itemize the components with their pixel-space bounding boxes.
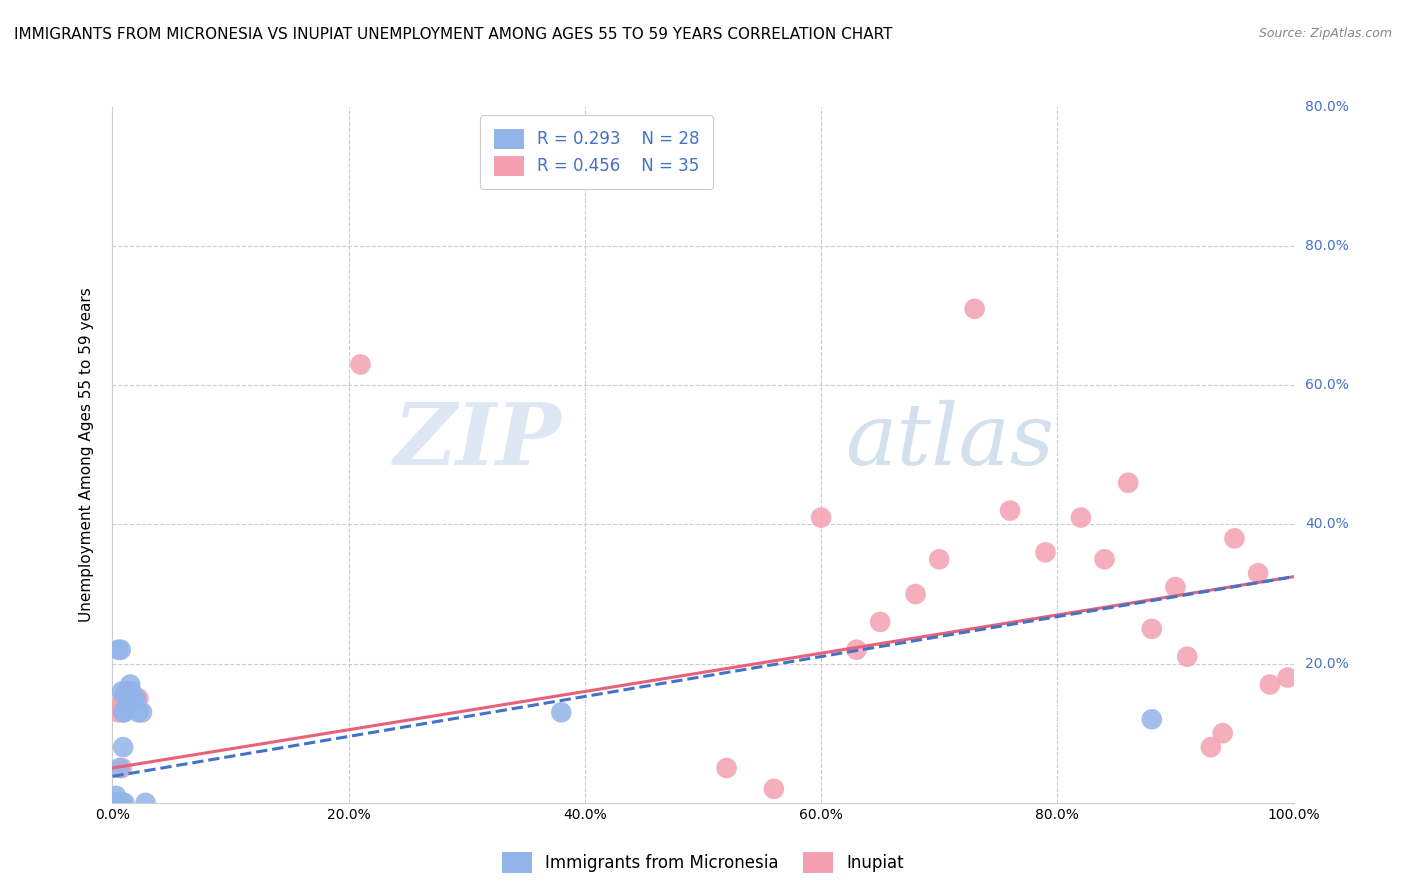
Point <box>112 706 135 720</box>
Y-axis label: Unemployment Among Ages 55 to 59 years: Unemployment Among Ages 55 to 59 years <box>79 287 94 623</box>
Point <box>112 796 135 810</box>
Point <box>111 684 134 698</box>
Point <box>108 796 131 810</box>
Point <box>998 503 1021 517</box>
Point <box>122 691 145 706</box>
Point <box>112 691 135 706</box>
Point <box>107 706 129 720</box>
Point <box>107 796 129 810</box>
Text: Source: ZipAtlas.com: Source: ZipAtlas.com <box>1258 27 1392 40</box>
Point <box>127 691 149 706</box>
Point <box>120 684 142 698</box>
Point <box>112 691 135 706</box>
Point <box>127 706 149 720</box>
Point <box>105 796 128 810</box>
Point <box>1035 545 1057 559</box>
Point <box>110 698 132 713</box>
Text: ZIP: ZIP <box>394 400 561 483</box>
Point <box>120 677 142 691</box>
Text: IMMIGRANTS FROM MICRONESIA VS INUPIAT UNEMPLOYMENT AMONG AGES 55 TO 59 YEARS COR: IMMIGRANTS FROM MICRONESIA VS INUPIAT UN… <box>14 27 893 42</box>
Point <box>107 642 129 657</box>
Point <box>1247 566 1270 581</box>
Text: 40.0%: 40.0% <box>1305 517 1350 532</box>
Point <box>550 706 572 720</box>
Point <box>120 684 142 698</box>
Point <box>108 761 131 775</box>
Point <box>1140 712 1163 726</box>
Text: atlas: atlas <box>845 400 1054 483</box>
Point <box>115 698 138 713</box>
Text: 20.0%: 20.0% <box>1305 657 1350 671</box>
Point <box>1140 622 1163 636</box>
Point <box>110 642 132 657</box>
Point <box>963 301 986 316</box>
Point <box>114 684 136 698</box>
Point <box>122 691 145 706</box>
Point <box>1223 532 1246 546</box>
Point <box>810 510 832 524</box>
Legend: Immigrants from Micronesia, Inupiat: Immigrants from Micronesia, Inupiat <box>495 846 911 880</box>
Point <box>1212 726 1234 740</box>
Point <box>110 796 132 810</box>
Text: 60.0%: 60.0% <box>1305 378 1350 392</box>
Point <box>135 796 157 810</box>
Point <box>115 691 138 706</box>
Point <box>762 781 785 796</box>
Point <box>117 698 139 713</box>
Point <box>111 796 134 810</box>
Point <box>1277 671 1299 685</box>
Point <box>349 358 371 372</box>
Point <box>112 740 135 755</box>
Text: 80.0%: 80.0% <box>1305 239 1350 253</box>
Point <box>845 642 868 657</box>
Point <box>1164 580 1187 594</box>
Legend: R = 0.293    N = 28, R = 0.456    N = 35: R = 0.293 N = 28, R = 0.456 N = 35 <box>481 115 713 189</box>
Point <box>105 796 128 810</box>
Point <box>108 796 131 810</box>
Point <box>131 706 153 720</box>
Point <box>1175 649 1198 664</box>
Point <box>125 691 148 706</box>
Point <box>1258 677 1281 691</box>
Point <box>928 552 950 566</box>
Point <box>869 615 891 629</box>
Point <box>105 789 128 803</box>
Point <box>1199 740 1222 755</box>
Point <box>112 706 135 720</box>
Point <box>1094 552 1116 566</box>
Point <box>904 587 927 601</box>
Point <box>1116 475 1139 490</box>
Point <box>111 761 134 775</box>
Point <box>105 796 128 810</box>
Point <box>716 761 738 775</box>
Point <box>118 698 141 713</box>
Point <box>105 796 128 810</box>
Text: 80.0%: 80.0% <box>1305 100 1350 114</box>
Point <box>1070 510 1092 524</box>
